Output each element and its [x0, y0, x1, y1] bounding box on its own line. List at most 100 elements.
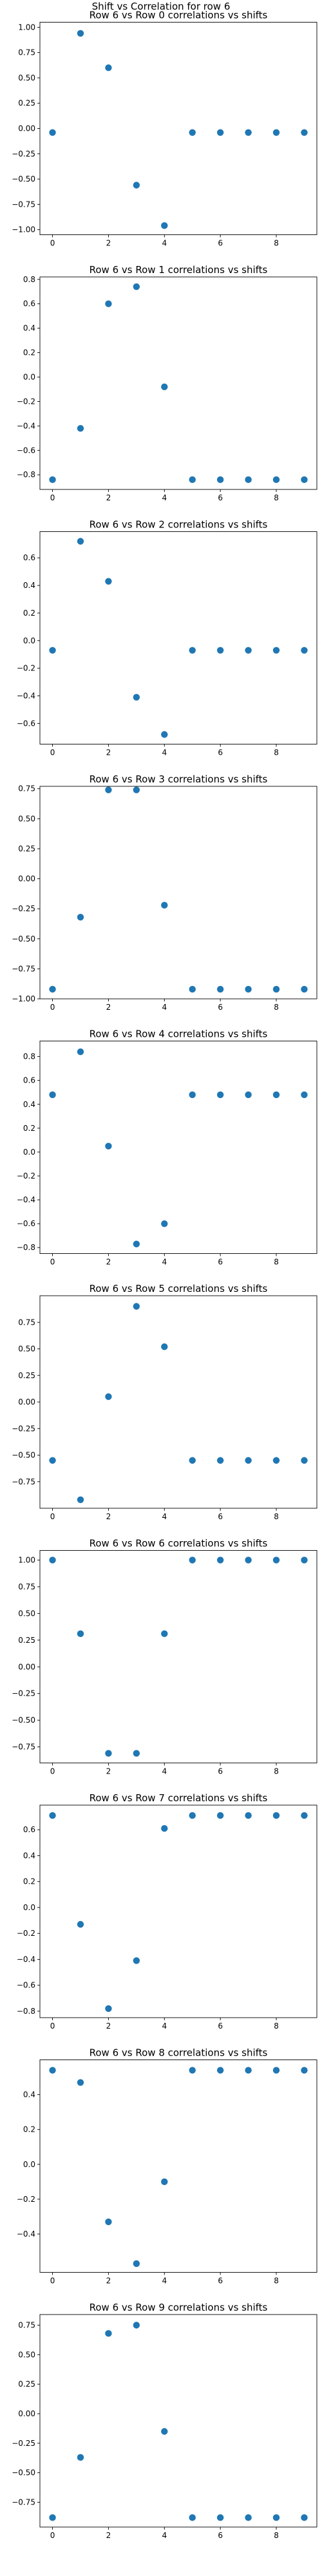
- y-tick-label: 0.0: [23, 1903, 35, 1912]
- y-tick-label: −0.8: [17, 470, 35, 479]
- data-point: [77, 2454, 84, 2461]
- data-point: [216, 2067, 224, 2074]
- x-tick-label: 8: [274, 2022, 279, 2031]
- y-tick-label: −0.50: [12, 175, 35, 184]
- axes-frame: [39, 1804, 317, 2018]
- x-tick-label: 0: [50, 1003, 55, 1012]
- x-tick-label: 6: [218, 1512, 223, 1521]
- x-tick-label: 6: [218, 239, 223, 248]
- data-point: [105, 578, 112, 585]
- x-tick-label: 8: [274, 748, 279, 757]
- data-point: [77, 1496, 84, 1503]
- axes-frame: [39, 1550, 317, 1763]
- y-tick-label: 0.75: [18, 784, 35, 793]
- x-tick-label: 0: [50, 493, 55, 502]
- data-point: [272, 1091, 280, 1099]
- data-point: [189, 647, 196, 654]
- subplot-title: Row 6 vs Row 6 correlations vs shifts: [90, 1538, 268, 1549]
- y-tick-label: 0.00: [18, 875, 35, 884]
- x-tick-label: 2: [106, 1512, 111, 1521]
- data-point: [189, 476, 196, 484]
- x-tick-label: 4: [162, 1512, 167, 1521]
- x-tick-label: 8: [274, 1767, 279, 1776]
- x-tick-label: 4: [162, 2277, 167, 2286]
- y-tick-label: 0.75: [18, 1318, 35, 1327]
- y-tick-label: 0.2: [23, 609, 35, 618]
- y-tick-label: −0.50: [12, 1716, 35, 1725]
- x-tick-label: 2: [106, 239, 111, 248]
- subplot-3: Row 6 vs Row 3 correlations vs shifts 0 2 4…: [12, 773, 317, 1012]
- data-point: [216, 2514, 224, 2521]
- y-tick-label: −0.4: [17, 1955, 35, 1964]
- data-point: [245, 1457, 252, 1464]
- subplot-title: Row 6 vs Row 2 correlations vs shifts: [90, 519, 268, 531]
- x-tick-label: 8: [274, 493, 279, 502]
- data-point: [301, 1812, 308, 1819]
- data-point: [301, 985, 308, 993]
- y-tick-label: 0.75: [18, 48, 35, 57]
- y-tick-label: 0.50: [18, 814, 35, 823]
- data-point: [301, 1091, 308, 1099]
- data-point: [49, 647, 56, 654]
- x-tick-label: 6: [218, 493, 223, 502]
- data-point: [216, 985, 224, 993]
- data-point: [301, 476, 308, 484]
- data-point: [245, 2067, 252, 2074]
- data-point: [133, 694, 140, 701]
- axes-frame: [39, 1041, 317, 1254]
- data-point: [189, 2067, 196, 2074]
- y-tick-label: 0.00: [18, 1397, 35, 1406]
- data-point: [105, 1393, 112, 1400]
- data-point: [105, 786, 112, 793]
- x-tick-label: 6: [218, 1258, 223, 1267]
- y-tick-label: −0.4: [17, 421, 35, 430]
- data-point: [245, 1091, 252, 1099]
- y-tick-label: 0.50: [18, 2350, 35, 2359]
- y-tick-label: 0.50: [18, 73, 35, 82]
- y-tick-label: 0.0: [23, 1148, 35, 1157]
- x-tick-label: 2: [106, 1003, 111, 1012]
- y-tick-label: 0.25: [18, 2380, 35, 2389]
- subplot-title: Row 6 vs Row 8 correlations vs shifts: [90, 2047, 268, 2059]
- y-tick-label: 0.6: [23, 553, 35, 562]
- y-tick-label: −0.75: [12, 2498, 35, 2507]
- data-point: [49, 2067, 56, 2074]
- data-point: [77, 1920, 84, 1928]
- y-tick-label: 0.50: [18, 1345, 35, 1354]
- data-point: [49, 2514, 56, 2521]
- y-tick-label: 0.50: [18, 1609, 35, 1618]
- y-tick-label: −0.4: [17, 2230, 35, 2239]
- y-tick-label: 0.2: [23, 348, 35, 357]
- y-tick-label: 0.25: [18, 99, 35, 108]
- data-point: [161, 2428, 168, 2435]
- x-tick-label: 8: [274, 239, 279, 248]
- data-point: [49, 985, 56, 993]
- data-point: [133, 2260, 140, 2268]
- data-point: [301, 129, 308, 136]
- data-point: [77, 914, 84, 921]
- data-point: [189, 2514, 196, 2521]
- y-tick-label: −0.75: [12, 1743, 35, 1752]
- data-point: [105, 1142, 112, 1150]
- x-tick-label: 2: [106, 2531, 111, 2540]
- axes-frame: [39, 531, 317, 744]
- y-tick-label: −0.4: [17, 1195, 35, 1204]
- y-tick-label: 0.00: [18, 124, 35, 133]
- y-tick-label: 1.00: [18, 1555, 35, 1564]
- axes-frame: [39, 2060, 317, 2273]
- data-point: [49, 1557, 56, 1564]
- data-point: [245, 129, 252, 136]
- y-tick-label: −0.25: [12, 2439, 35, 2448]
- data-point: [133, 1303, 140, 1310]
- data-point: [49, 476, 56, 484]
- data-point: [77, 30, 84, 37]
- subplot-6: Row 6 vs Row 6 correlations vs shifts 0 2 4…: [12, 1538, 317, 1776]
- y-tick-label: 0.0: [23, 2160, 35, 2169]
- x-tick-label: 6: [218, 2531, 223, 2540]
- x-tick-label: 0: [50, 239, 55, 248]
- data-point: [272, 1457, 280, 1464]
- axes-frame: [39, 1295, 317, 1509]
- y-tick-label: −0.75: [12, 1477, 35, 1486]
- data-point: [105, 2005, 112, 2012]
- data-point: [216, 1457, 224, 1464]
